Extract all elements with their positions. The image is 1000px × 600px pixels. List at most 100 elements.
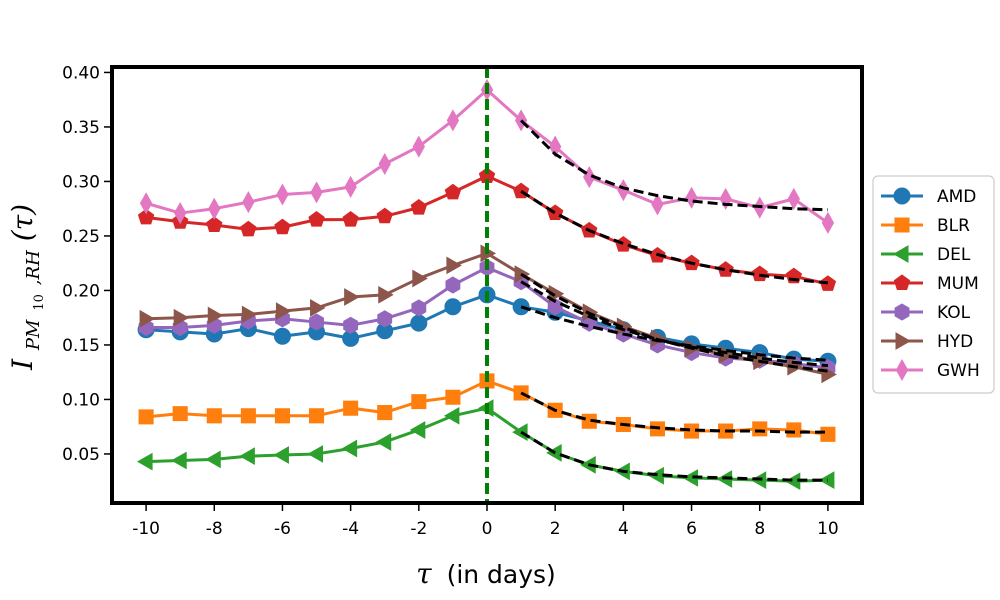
data-point-gwh (446, 109, 460, 132)
x-axis-text: (in days) (447, 560, 556, 589)
legend-marker (893, 274, 911, 290)
x-tick-label: -10 (132, 519, 160, 539)
data-point-gwh (412, 135, 425, 158)
data-point-gwh (276, 183, 289, 206)
legend-item-amd: AMD (881, 187, 976, 207)
data-point-amd (342, 329, 360, 347)
x-tick-label: 0 (482, 519, 493, 539)
data-point-blr (240, 408, 256, 424)
data-point-del (239, 447, 255, 465)
data-point-blr (274, 408, 290, 424)
data-point-gwh (378, 152, 391, 176)
data-point-kol (377, 310, 393, 328)
legend-marker (895, 358, 909, 382)
data-point-del (137, 452, 153, 471)
x-tick-label: 6 (686, 519, 697, 539)
y-tick-label: 0.10 (62, 390, 100, 410)
data-point-blr (820, 426, 836, 442)
data-point-mum (819, 275, 837, 291)
data-point-del (273, 446, 289, 464)
legend-marker (892, 245, 909, 263)
axes: -10 -8 -6 -4 -2 0 2 4 6 8 10 0.05 0.10 0.15 0.20 0.25 0.… (62, 63, 864, 539)
legend-item-kol: KOL (881, 303, 971, 323)
data-point-blr (684, 423, 700, 439)
legend-label: HYD (937, 332, 973, 352)
legend: AMD BLR DEL MUM KOL HYD GWH (872, 175, 995, 394)
data-point-blr (377, 404, 393, 421)
data-point-hyd (310, 299, 326, 317)
data-point-gwh (242, 191, 255, 214)
data-point-mum (274, 218, 291, 235)
data-point-gwh (139, 192, 153, 215)
data-point-amd (444, 298, 462, 316)
x-tick-label: 2 (550, 519, 561, 539)
legend-marker (894, 303, 910, 321)
x-tick-label: -4 (342, 519, 359, 539)
data-point-mum (376, 207, 393, 224)
legend-marker (893, 187, 911, 205)
data-point-gwh (174, 202, 187, 225)
x-tick-label: -8 (206, 519, 223, 539)
x-tick-label: 8 (754, 519, 765, 539)
plot-area (137, 67, 837, 503)
data-point-mum (308, 210, 325, 227)
legend-label: BLR (937, 216, 970, 236)
legend-item-del: DEL (881, 245, 971, 265)
data-point-amd (410, 314, 428, 332)
y-tick-label: 0.40 (62, 63, 100, 83)
data-point-blr (445, 389, 461, 405)
legend-item-mum: MUM (881, 274, 979, 294)
data-point-gwh (344, 175, 357, 198)
legend-label: KOL (937, 303, 971, 323)
data-point-blr (138, 409, 154, 425)
data-point-mum (444, 183, 462, 200)
data-point-kol (309, 313, 324, 331)
data-point-gwh (821, 211, 835, 234)
data-point-gwh (549, 135, 562, 158)
fit-line-blr (520, 391, 828, 434)
data-point-kol (343, 316, 359, 334)
data-point-hyd (207, 306, 224, 325)
fit-line-del (520, 430, 828, 482)
x-axis-title: τ (in days) (416, 557, 556, 590)
y-axis-subscript: PM (23, 319, 44, 351)
fit-line-hyd (520, 272, 829, 373)
data-point-hyd (173, 308, 190, 327)
series-mum (137, 167, 837, 291)
data-point-hyd (344, 288, 360, 306)
data-point-blr (172, 406, 188, 422)
data-point-del (205, 450, 221, 469)
data-point-hyd (446, 256, 462, 275)
data-point-del (409, 421, 426, 439)
axis-labels: τ (in days) I PM 10 ,RH (τ) (6, 204, 556, 590)
y-tick-label: 0.35 (62, 118, 100, 138)
data-point-kol (411, 299, 427, 317)
fit-line-mum (520, 189, 829, 285)
data-point-kol (547, 298, 563, 316)
x-tick-label: -2 (410, 519, 427, 539)
data-point-gwh (651, 193, 664, 216)
y-tick-label: 0.05 (62, 445, 100, 465)
legend-item-blr: BLR (881, 216, 970, 236)
y-tick-label: 0.15 (62, 336, 100, 356)
data-point-hyd (139, 309, 156, 328)
data-point-mum (342, 210, 359, 227)
legend-label: DEL (937, 245, 971, 265)
legend-marker (894, 217, 910, 233)
data-point-gwh (685, 186, 698, 209)
data-point-gwh (208, 197, 221, 220)
data-point-del (818, 471, 835, 489)
data-point-amd (273, 327, 291, 345)
y-axis-symbol: I (6, 358, 39, 371)
fit-line-gwh (520, 119, 828, 212)
data-point-blr (343, 400, 359, 416)
y-axis-title: I PM 10 ,RH (τ) (6, 204, 50, 371)
data-point-blr (206, 408, 222, 424)
x-axis-symbol: τ (416, 557, 432, 590)
data-point-del (375, 433, 392, 451)
legend-label: GWH (937, 361, 980, 381)
data-point-gwh (787, 187, 800, 210)
data-point-hyd (241, 305, 258, 324)
data-point-del (171, 451, 187, 470)
